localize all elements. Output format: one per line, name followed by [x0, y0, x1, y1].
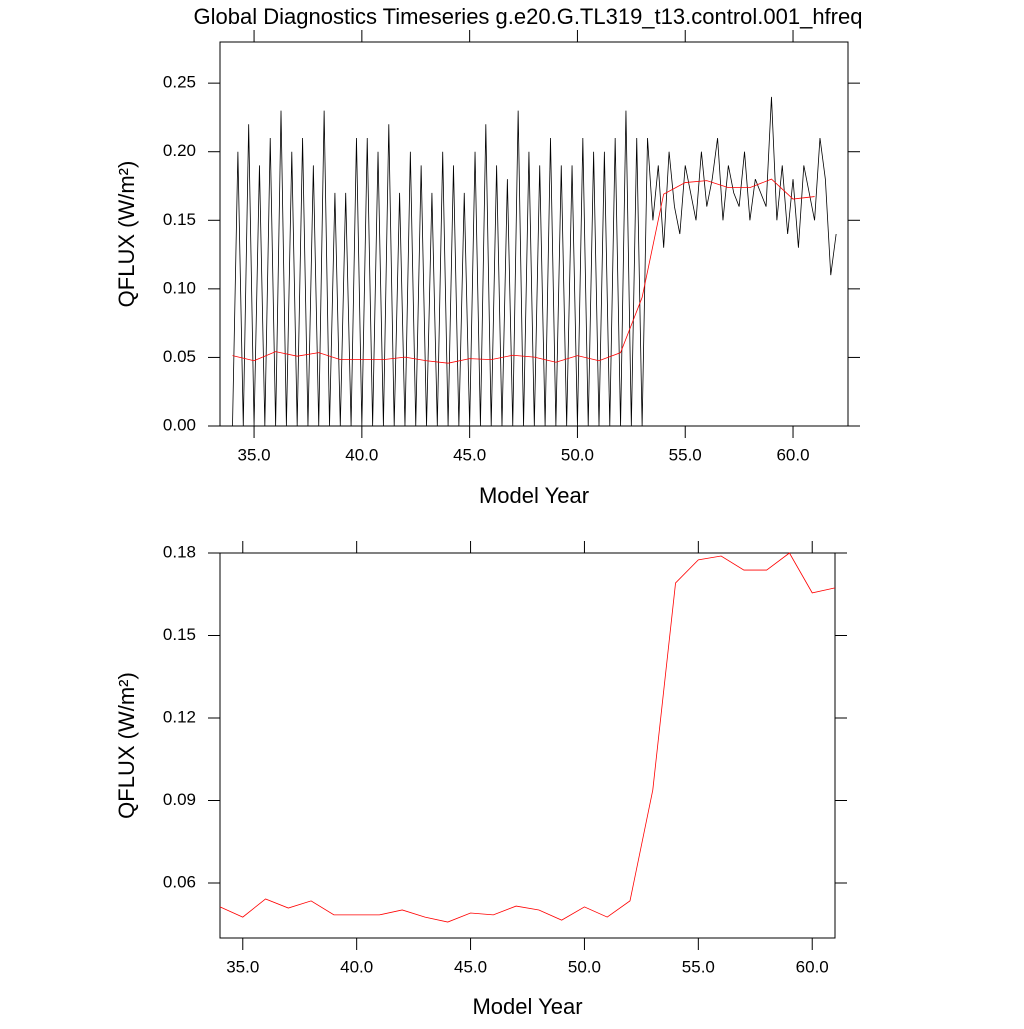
x-tick-label: 55.0	[669, 445, 702, 464]
x-tick-label: 60.0	[796, 957, 829, 976]
x-tick-label: 45.0	[454, 957, 487, 976]
x-tick-label: 40.0	[340, 957, 373, 976]
x-axis-label: Model Year	[479, 483, 589, 508]
plot-frame	[219, 41, 849, 427]
x-tick-label: 50.0	[561, 445, 594, 464]
y-tick-label: 0.12	[163, 707, 196, 726]
y-tick-label: 0.00	[163, 415, 196, 434]
data-line	[219, 552, 836, 923]
y-tick-label: 0.15	[163, 625, 196, 644]
y-tick-label: 0.15	[163, 210, 196, 229]
chart-title: Global Diagnostics Timeseries g.e20.G.TL…	[194, 4, 863, 29]
x-tick-label: 40.0	[345, 445, 378, 464]
x-tick-label: 35.0	[226, 957, 259, 976]
y-tick-label: 0.25	[163, 73, 196, 92]
y-tick-label: 0.09	[163, 790, 196, 809]
x-tick-label: 35.0	[238, 445, 271, 464]
x-tick-label: 60.0	[776, 445, 809, 464]
x-tick-label: 45.0	[453, 445, 486, 464]
x-tick-label: 55.0	[682, 957, 715, 976]
y-axis-label: QFLUX (W/m²)	[114, 672, 139, 819]
plot-frame	[219, 552, 836, 939]
y-tick-label: 0.05	[163, 347, 196, 366]
y-axis-label: QFLUX (W/m²)	[114, 161, 139, 308]
y-tick-label: 0.10	[163, 278, 196, 297]
data-line	[232, 96, 837, 427]
y-tick-label: 0.06	[163, 872, 196, 891]
y-tick-label: 0.18	[163, 542, 196, 561]
y-tick-label: 0.20	[163, 141, 196, 160]
x-tick-label: 50.0	[568, 957, 601, 976]
data-line	[232, 178, 815, 364]
x-axis-label: Model Year	[472, 994, 582, 1019]
